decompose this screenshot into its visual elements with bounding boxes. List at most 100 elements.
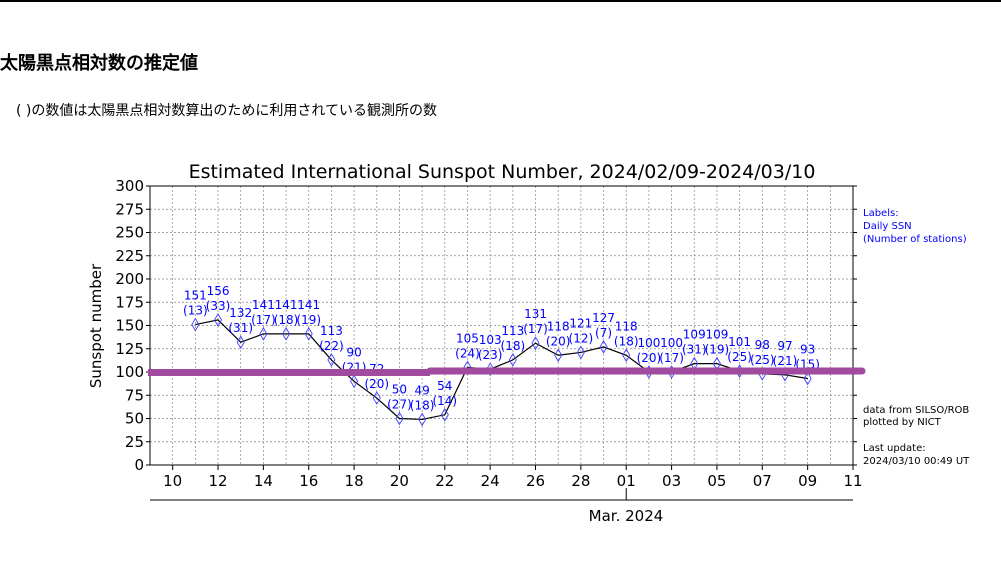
stations-label: (12) (569, 331, 594, 345)
legend-line: (Number of stations) (863, 234, 967, 245)
x-tick-label: 07 (753, 472, 772, 490)
ssn-label: 118 (615, 319, 638, 333)
y-tick-label: 25 (125, 433, 144, 451)
y-tick-label: 300 (115, 177, 144, 195)
source-note: data from SILSO/ROB (863, 405, 969, 416)
stations-label: (18) (274, 313, 299, 327)
stations-label: (19) (296, 313, 321, 327)
ssn-label: 50 (392, 383, 407, 397)
ssn-label: 156 (207, 284, 230, 298)
stations-label: (20) (637, 351, 662, 365)
data-point-marker (350, 374, 359, 389)
page-note: ( )の数値は太陽黒点相対数算出のために利用されている観測所の数 (16, 103, 437, 119)
stations-label: (18) (501, 339, 526, 353)
stations-label: (22) (319, 339, 344, 353)
ssn-label: 113 (501, 324, 524, 338)
x-tick-label: 24 (481, 472, 500, 490)
page-heading: 太陽黒点相対数の推定値 (0, 53, 198, 74)
ssn-label: 113 (320, 324, 343, 338)
data-point-marker (622, 348, 631, 363)
ssn-label: 131 (524, 307, 547, 321)
stations-label: (23) (478, 348, 503, 362)
y-tick-label: 0 (134, 456, 144, 474)
data-point-marker (803, 371, 812, 386)
stations-label: (14) (432, 394, 457, 408)
data-point-marker (486, 362, 495, 377)
data-point-marker (395, 411, 404, 426)
data-point-marker (236, 335, 245, 350)
data-point-marker (508, 353, 517, 367)
y-tick-label: 200 (115, 270, 144, 288)
ssn-label: 141 (252, 298, 275, 312)
y-tick-label: 50 (125, 410, 144, 428)
ssn-label: 101 (728, 335, 751, 349)
chart-title: Estimated International Sunspot Number, … (189, 161, 816, 183)
ssn-label: 105 (456, 331, 479, 345)
ssn-label: 100 (660, 336, 683, 350)
top-border (0, 0, 1001, 2)
ssn-label: 141 (275, 298, 298, 312)
x-tick-label: 05 (707, 472, 726, 490)
x-tick-label: 09 (798, 472, 817, 490)
update-note: Last update: (863, 443, 926, 454)
stations-label: (13) (183, 304, 208, 318)
ssn-label: 151 (184, 289, 207, 303)
y-tick-label: 175 (115, 293, 144, 311)
ssn-label: 100 (637, 336, 660, 350)
series-line (195, 319, 808, 421)
data-point-marker (554, 348, 563, 363)
stations-label: (7) (595, 326, 612, 340)
stations-label: (20) (364, 377, 389, 391)
stations-label: (17) (523, 322, 548, 336)
data-point-marker (327, 353, 336, 367)
data-point-marker (191, 317, 200, 332)
legend: Labels: Daily SSN (Number of stations) (863, 208, 967, 245)
y-tick-label: 125 (115, 340, 144, 358)
stations-label: (18) (614, 334, 639, 348)
y-tick-label: 75 (125, 386, 144, 404)
stations-label: (19) (705, 343, 730, 357)
data-point-marker (372, 391, 381, 405)
stations-label: (17) (659, 351, 684, 365)
x-tick-label: 03 (662, 472, 681, 490)
x-tick-label: 10 (163, 472, 182, 490)
stations-label: (25) (750, 353, 775, 367)
x-tick-label: 28 (571, 472, 590, 490)
ssn-label: 132 (229, 306, 252, 320)
ssn-label: 118 (547, 319, 570, 333)
y-tick-label: 150 (115, 317, 144, 335)
legend-line: Daily SSN (863, 221, 912, 232)
data-point-marker (418, 412, 427, 427)
data-point-marker (304, 326, 313, 341)
ssn-label: 93 (800, 343, 815, 357)
y-axis-label: Sunspot number (87, 263, 105, 388)
stations-label: (20) (546, 334, 571, 348)
data-point-marker (531, 336, 540, 351)
ssn-label: 54 (437, 379, 452, 393)
x-axis-label: Mar. 2024 (589, 507, 664, 525)
data-point-marker (599, 339, 608, 354)
ssn-label: 141 (297, 298, 320, 312)
legend-line: Labels: (863, 208, 899, 219)
x-tick-label: 16 (299, 472, 318, 490)
x-tick-label: 12 (208, 472, 227, 490)
y-tick-label: 250 (115, 224, 144, 242)
ssn-label: 49 (414, 383, 429, 397)
ssn-label: 109 (705, 328, 728, 342)
stations-label: (33) (206, 299, 231, 313)
x-tick-label: 22 (435, 472, 454, 490)
y-tick-label: 275 (115, 200, 144, 218)
ssn-label: 97 (777, 339, 792, 353)
y-tick-label: 100 (115, 363, 144, 381)
ssn-label: 127 (592, 311, 615, 325)
plot-frame (149, 185, 854, 466)
x-tick-label: 14 (254, 472, 273, 490)
stations-label: (18) (410, 398, 435, 412)
stations-label: (27) (387, 398, 412, 412)
stations-label: (31) (682, 343, 707, 357)
stations-label: (25) (727, 350, 752, 364)
stations-label: (21) (773, 354, 798, 368)
data-point-marker (214, 313, 223, 327)
x-tick-label: 26 (526, 472, 545, 490)
